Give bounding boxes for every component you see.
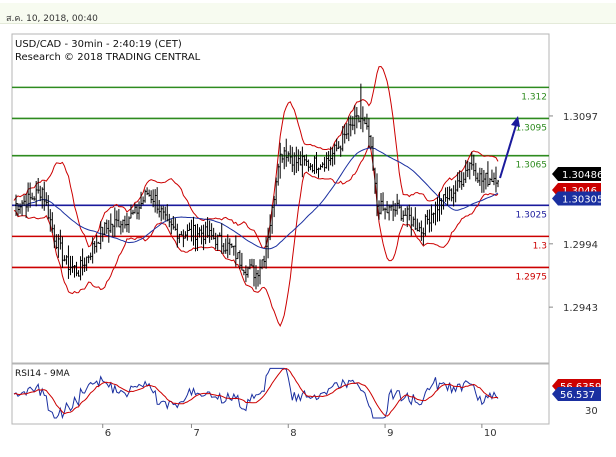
y-tick-label-1: 1.2994	[563, 240, 598, 251]
rsi-tick-label-0: 30	[585, 406, 598, 417]
timestamp: ส.ค. 10, 2018, 00:40	[6, 14, 98, 24]
level-label-5: 1.2975	[516, 272, 548, 282]
level-label-1: 1.3095	[516, 123, 548, 133]
bollinger-bands-layer	[13, 65, 499, 328]
x-tick-label-1: 7	[193, 428, 199, 439]
x-tick-label-0: 6	[105, 428, 111, 439]
level-label-0: 1.312	[521, 92, 547, 102]
rsi-panel-frame	[11, 363, 550, 425]
forecast-arrow-head	[511, 115, 520, 127]
x-tick-label-3: 9	[387, 428, 393, 439]
level-label-4: 1.3	[533, 241, 547, 251]
price-badge-0: 1.30486	[562, 170, 603, 181]
rsi-badge-1: 56.537	[560, 390, 595, 401]
price-badge-bg-0	[552, 167, 601, 182]
main-panel-frame	[11, 33, 550, 364]
y-tick-label-2: 1.2943	[563, 303, 598, 314]
chart-title: USD/CAD - 30min - 2:40:19 (CET)	[15, 39, 182, 50]
x-tick-label-4: 10	[484, 428, 497, 439]
price-badge-bg-2	[552, 191, 601, 206]
rsi-badge-bg-1	[552, 387, 601, 401]
axis-layer: 6 7 8 9 10 1.3097 1.2994 1.2943 30	[102, 112, 598, 439]
rsi-layer	[13, 367, 499, 420]
chart-subtitle: Research © 2018 TRADING CENTRAL	[15, 52, 201, 63]
y-tick-label-0: 1.3097	[563, 112, 598, 123]
bollinger-upper	[13, 65, 499, 249]
rsi-label: RSI14 - 9MA	[15, 369, 71, 379]
level-label-3: 1.3025	[516, 210, 548, 220]
x-tick-label-2: 8	[290, 428, 296, 439]
level-label-2: 1.3065	[516, 161, 548, 171]
forecast-arrow-layer	[499, 115, 520, 179]
top-bar-strip	[0, 3, 616, 24]
price-badge-2: 1.30305	[562, 195, 603, 206]
rsi-line	[13, 367, 499, 420]
bollinger-lower	[13, 143, 499, 328]
forecast-arrow-shaft	[499, 121, 518, 179]
top-bar: ส.ค. 10, 2018, 00:40	[0, 0, 616, 28]
rsi-ma-line	[13, 367, 499, 417]
moving-average-line	[13, 147, 499, 250]
candles-layer	[15, 83, 499, 290]
